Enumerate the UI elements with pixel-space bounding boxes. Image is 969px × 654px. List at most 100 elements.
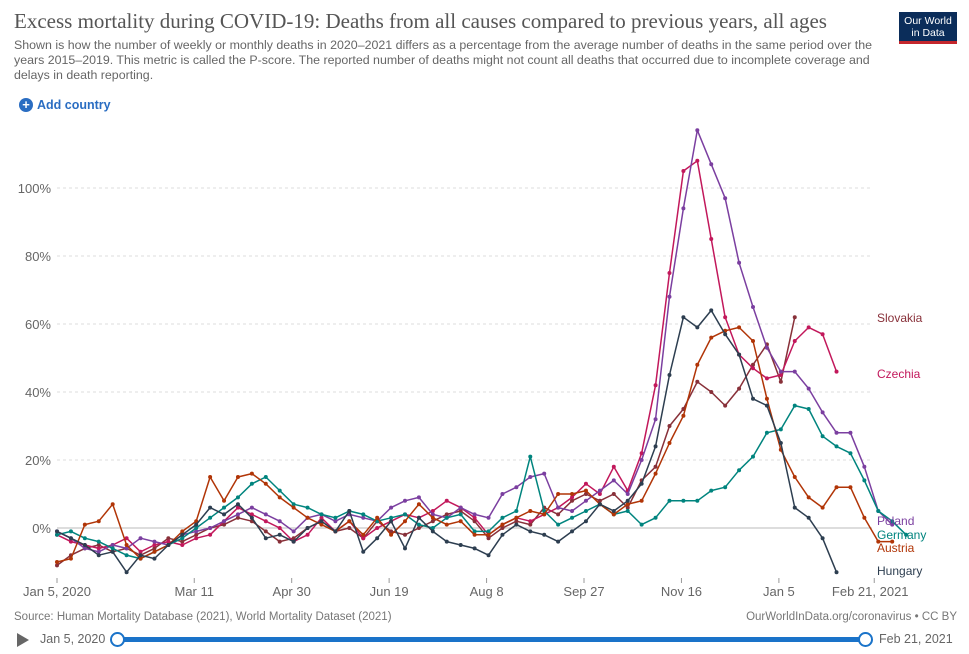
- data-point-hungary: [166, 543, 171, 547]
- data-point-poland: [500, 492, 505, 496]
- chart-subtitle: Shown is how the number of weekly or mon…: [14, 38, 872, 82]
- data-point-austria: [403, 519, 407, 524]
- data-point-germany: [96, 539, 101, 544]
- data-point-germany: [194, 526, 199, 530]
- legend-label-slovakia: Slovakia: [877, 311, 923, 325]
- data-point-austria: [375, 515, 380, 520]
- data-point-austria: [834, 485, 839, 490]
- data-point-hungary: [68, 536, 73, 541]
- legend-label-hungary: Hungary: [877, 564, 922, 578]
- data-point-slovakia: [528, 522, 533, 527]
- play-icon[interactable]: [17, 633, 29, 647]
- data-point-hungary: [96, 553, 101, 558]
- data-point-austria: [764, 396, 769, 401]
- data-point-germany: [291, 502, 296, 507]
- data-point-hungary: [444, 539, 449, 544]
- data-point-hungary: [723, 332, 728, 337]
- data-point-germany: [820, 434, 825, 439]
- data-point-poland: [249, 505, 254, 510]
- data-point-czechia: [681, 169, 686, 173]
- data-point-czechia: [667, 271, 672, 275]
- data-point-germany: [208, 515, 213, 520]
- data-point-austria: [625, 502, 630, 507]
- x-tick-label: Mar 11: [175, 584, 215, 599]
- data-point-slovakia: [235, 515, 240, 520]
- data-point-slovakia: [291, 536, 296, 541]
- x-tick-label: Nov 16: [661, 584, 702, 599]
- data-point-poland: [486, 515, 491, 520]
- data-point-czechia: [695, 158, 700, 163]
- data-point-germany: [277, 488, 282, 493]
- data-point-poland: [639, 458, 644, 462]
- timeline: Jan 5, 2020 Feb 21, 2021: [0, 628, 969, 652]
- data-point-slovakia: [486, 536, 491, 541]
- data-point-germany: [319, 512, 324, 517]
- data-point-slovakia: [55, 563, 59, 568]
- data-point-austria: [291, 505, 296, 510]
- data-point-austria: [611, 512, 616, 517]
- y-tick-label: 40%: [25, 385, 51, 400]
- data-point-hungary: [514, 522, 519, 527]
- data-point-germany: [110, 546, 115, 551]
- data-point-slovakia: [152, 546, 157, 551]
- data-point-austria: [514, 515, 519, 520]
- data-point-poland: [792, 369, 797, 374]
- chart-title: Excess mortality during COVID-19: Deaths…: [14, 9, 827, 33]
- data-point-germany: [263, 475, 268, 479]
- data-point-austria: [500, 522, 505, 527]
- series-poland: [55, 128, 895, 554]
- data-point-slovakia: [403, 532, 407, 537]
- data-point-hungary: [319, 519, 324, 524]
- data-point-czechia: [528, 519, 533, 524]
- data-point-poland: [361, 515, 366, 520]
- data-point-austria: [347, 519, 352, 524]
- data-point-poland: [528, 475, 533, 479]
- data-point-czechia: [806, 325, 811, 330]
- data-point-germany: [890, 519, 895, 524]
- data-point-austria: [124, 543, 129, 547]
- data-point-slovakia: [222, 522, 227, 527]
- data-point-slovakia: [625, 505, 630, 510]
- owid-logo[interactable]: Our World in Data: [899, 12, 957, 44]
- x-tick-label: Aug 8: [470, 584, 504, 599]
- data-point-germany: [389, 515, 394, 520]
- data-point-austria: [361, 532, 366, 537]
- data-point-austria: [583, 488, 588, 493]
- add-country-button[interactable]: + Add country: [19, 97, 111, 113]
- data-point-germany: [778, 427, 783, 432]
- data-point-austria: [180, 529, 185, 534]
- data-point-czechia: [124, 536, 129, 541]
- data-point-austria: [570, 492, 575, 496]
- data-point-austria: [695, 362, 700, 367]
- data-point-germany: [124, 553, 129, 558]
- timeline-start-handle[interactable]: [110, 632, 125, 647]
- data-point-austria: [876, 539, 881, 544]
- data-point-czechia: [764, 376, 769, 381]
- timeline-track[interactable]: [117, 637, 865, 642]
- data-point-poland: [737, 260, 742, 265]
- data-point-czechia: [639, 451, 644, 456]
- data-point-austria: [222, 498, 227, 503]
- data-point-hungary: [834, 570, 839, 575]
- data-point-poland: [570, 509, 575, 513]
- data-point-germany: [416, 522, 421, 527]
- data-point-slovakia: [737, 386, 742, 391]
- data-point-poland: [472, 512, 477, 517]
- y-axis-ticks: 0% 20% 40% 60% 80% 100%: [18, 181, 52, 536]
- data-point-austria: [486, 532, 491, 537]
- legend-label-czechia: Czechia: [877, 367, 921, 381]
- gridlines: [57, 187, 872, 529]
- data-point-hungary: [639, 481, 644, 486]
- y-tick-label: 100%: [18, 181, 52, 196]
- timeline-end-handle[interactable]: [858, 632, 873, 647]
- timeline-start-label: Jan 5, 2020: [40, 632, 106, 646]
- data-point-czechia: [792, 339, 797, 343]
- data-point-hungary: [653, 444, 658, 449]
- data-point-slovakia: [416, 526, 421, 530]
- x-tick-label: Jan 5: [763, 584, 795, 599]
- data-point-poland: [597, 488, 602, 493]
- data-point-hungary: [472, 546, 477, 551]
- license-link[interactable]: OurWorldInData.org/coronavirus • CC BY: [746, 611, 957, 623]
